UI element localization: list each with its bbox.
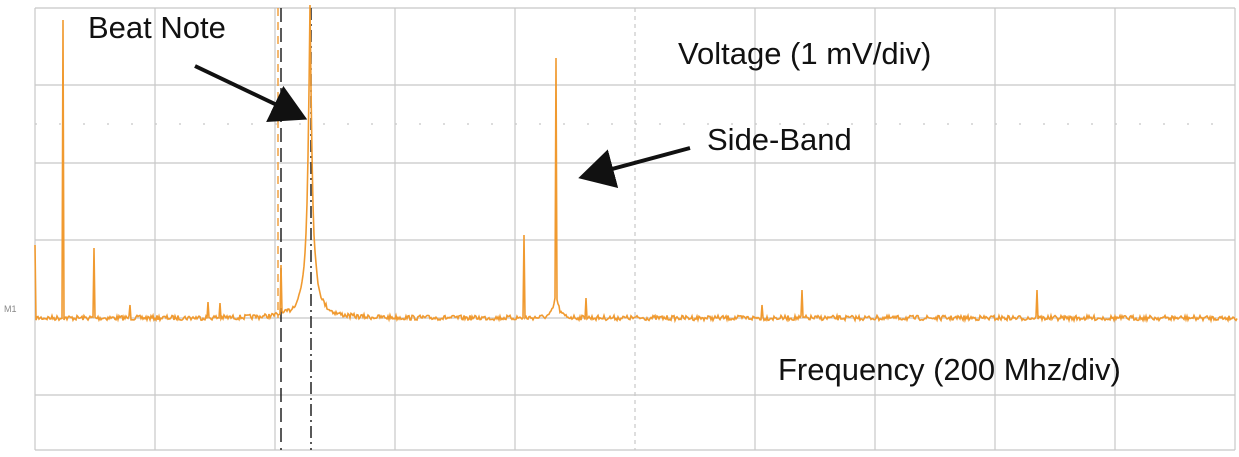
frequency-label: Frequency (200 Mhz/div) xyxy=(778,352,1121,387)
marker-label: M1 xyxy=(4,304,17,314)
arrow xyxy=(194,64,308,123)
arrow xyxy=(578,146,691,189)
voltage-label: Voltage (1 mV/div) xyxy=(678,36,931,71)
beat-note-label: Beat Note xyxy=(88,10,226,45)
side-band-label: Side-Band xyxy=(707,122,852,157)
grid xyxy=(34,7,1236,451)
spectrum-trace xyxy=(34,4,1238,324)
